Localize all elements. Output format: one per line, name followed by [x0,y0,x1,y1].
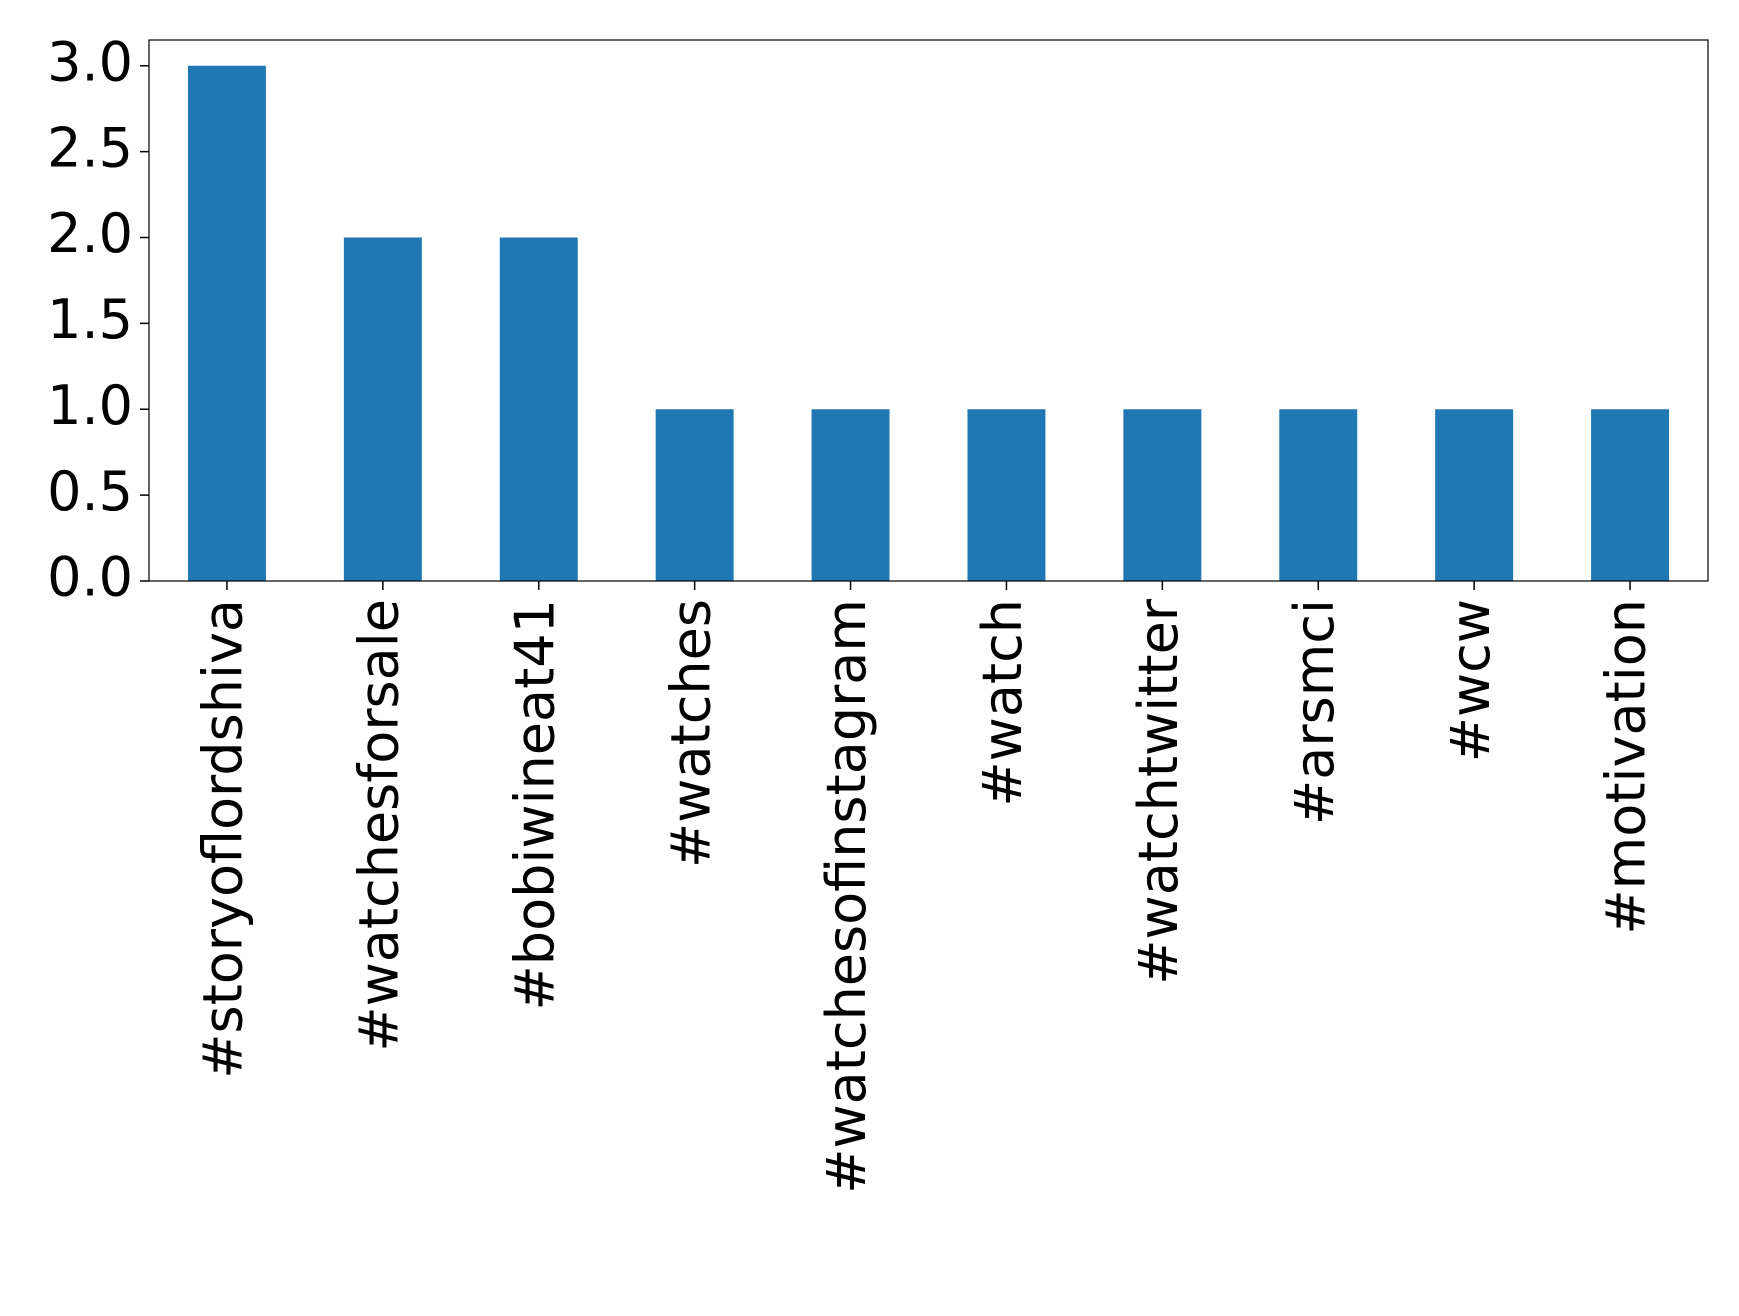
y-tick-label: 3.0 [47,30,133,93]
y-tick-label: 2.0 [47,202,133,265]
x-tick-label: #bobiwineat41 [503,599,566,1010]
y-tick-label: 0.5 [47,460,133,523]
y-tick-label: 2.5 [47,116,133,179]
x-tick-label: #watches [659,599,722,868]
x-tick-label: #watchtwitter [1127,598,1190,984]
x-tick-label: #watchesforsale [347,599,410,1052]
bar [187,65,266,581]
bar [1123,409,1202,581]
plot-frame [148,39,1709,582]
bar [655,409,734,581]
x-tick-label: #wcw [1439,599,1502,762]
y-tick-label: 1.5 [47,288,133,351]
bar [811,409,890,581]
bar [1279,409,1358,581]
x-tick-label: #storyoflordshiva [192,599,255,1079]
bar [499,237,578,581]
y-tick-label: 1.0 [47,374,133,437]
x-tick-label: #watchesofinstagram [815,599,878,1194]
bar [1591,409,1670,581]
x-tick-label: #watch [971,599,1034,807]
x-tick-label: #motivation [1595,599,1658,935]
bar [1435,409,1514,581]
x-tick-label: #arsmci [1283,599,1346,825]
bar [967,409,1046,581]
y-tick-label: 0.0 [47,546,133,609]
bar [343,237,422,581]
